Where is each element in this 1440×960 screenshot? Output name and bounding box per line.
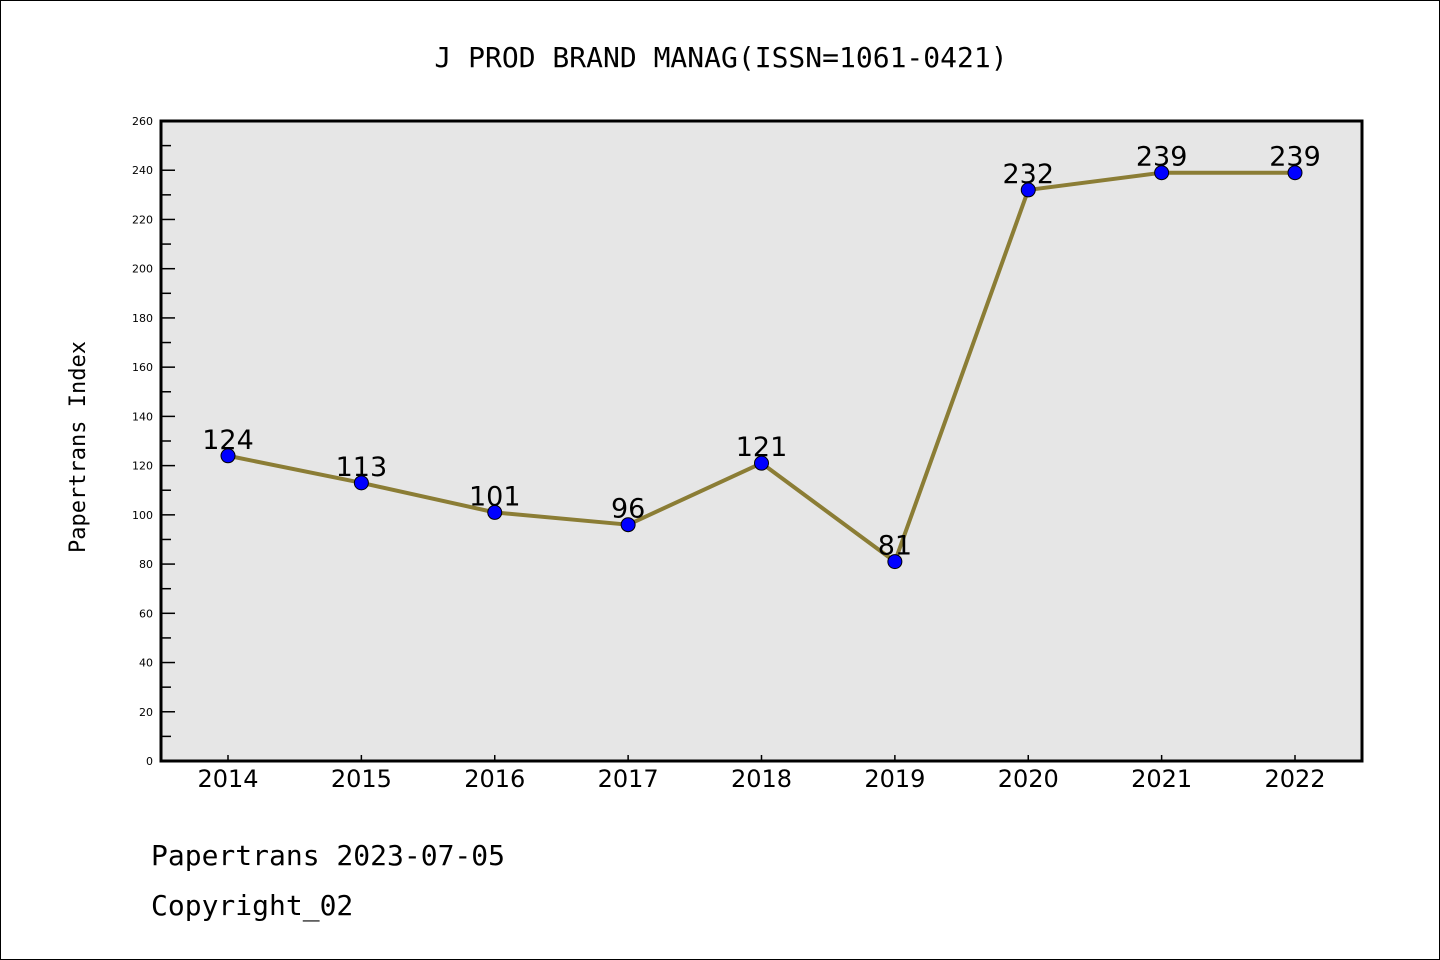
data-label: 239	[1269, 142, 1321, 173]
x-tick-label: 2019	[864, 765, 925, 793]
y-tick-label: 160	[132, 361, 153, 374]
y-tick-label: 60	[139, 607, 153, 620]
data-label: 232	[1002, 159, 1054, 190]
footer-date: Papertrans 2023-07-05	[151, 839, 505, 872]
data-label: 239	[1136, 142, 1188, 173]
x-tick-label: 2014	[197, 765, 258, 793]
y-tick-label: 40	[139, 657, 153, 670]
data-point	[220, 448, 236, 464]
y-tick-label: 240	[132, 164, 153, 177]
x-tick-label: 2016	[464, 765, 525, 793]
data-point	[1020, 182, 1036, 198]
y-tick-label: 20	[139, 706, 153, 719]
data-point	[353, 475, 369, 491]
data-point	[1154, 165, 1170, 181]
data-point	[1287, 165, 1303, 181]
y-axis-label: Papertrans Index	[66, 341, 91, 553]
x-tick-label: 2021	[1131, 765, 1192, 793]
data-label: 81	[878, 531, 912, 562]
data-label: 121	[736, 432, 788, 463]
data-point	[754, 455, 769, 471]
y-tick-label: 140	[132, 410, 153, 423]
y-tick-label: 260	[132, 115, 153, 128]
x-axis: 2014 2015 2016 2017 2018 2019 2020 2021 2022	[197, 755, 1326, 793]
x-tick-label: 2018	[731, 765, 792, 793]
x-tick-label: 2022	[1264, 765, 1325, 793]
data-point	[487, 504, 503, 520]
x-tick-label: 2020	[998, 765, 1059, 793]
data-label: 124	[202, 425, 254, 456]
plot-frame	[159, 119, 1364, 763]
y-tick-label: 120	[132, 460, 153, 473]
chart-title: J PROD BRAND MANAG(ISSN=1061-0421)	[434, 41, 1007, 74]
data-points: 124 113 101 96 121 81 232 239 239	[202, 142, 1321, 570]
data-point	[620, 517, 636, 533]
data-label: 101	[469, 481, 521, 512]
footer-copyright: Copyright_02	[151, 889, 353, 923]
y-tick-label: 0	[146, 755, 153, 768]
data-label: 113	[336, 452, 388, 483]
plot-area	[161, 121, 1362, 761]
data-label: 96	[611, 494, 645, 525]
y-tick-label: 100	[132, 509, 153, 522]
y-tick-label: 180	[132, 312, 153, 325]
y-tick-label: 80	[139, 558, 153, 571]
y-tick-label: 220	[132, 213, 153, 226]
data-point	[887, 554, 903, 570]
y-axis: 0 20 40 60 80 100 120 140 160 180 200 220 240 260	[132, 115, 175, 768]
y-tick-label: 200	[132, 263, 153, 276]
x-tick-label: 2017	[598, 765, 659, 793]
x-tick-label: 2015	[331, 765, 392, 793]
